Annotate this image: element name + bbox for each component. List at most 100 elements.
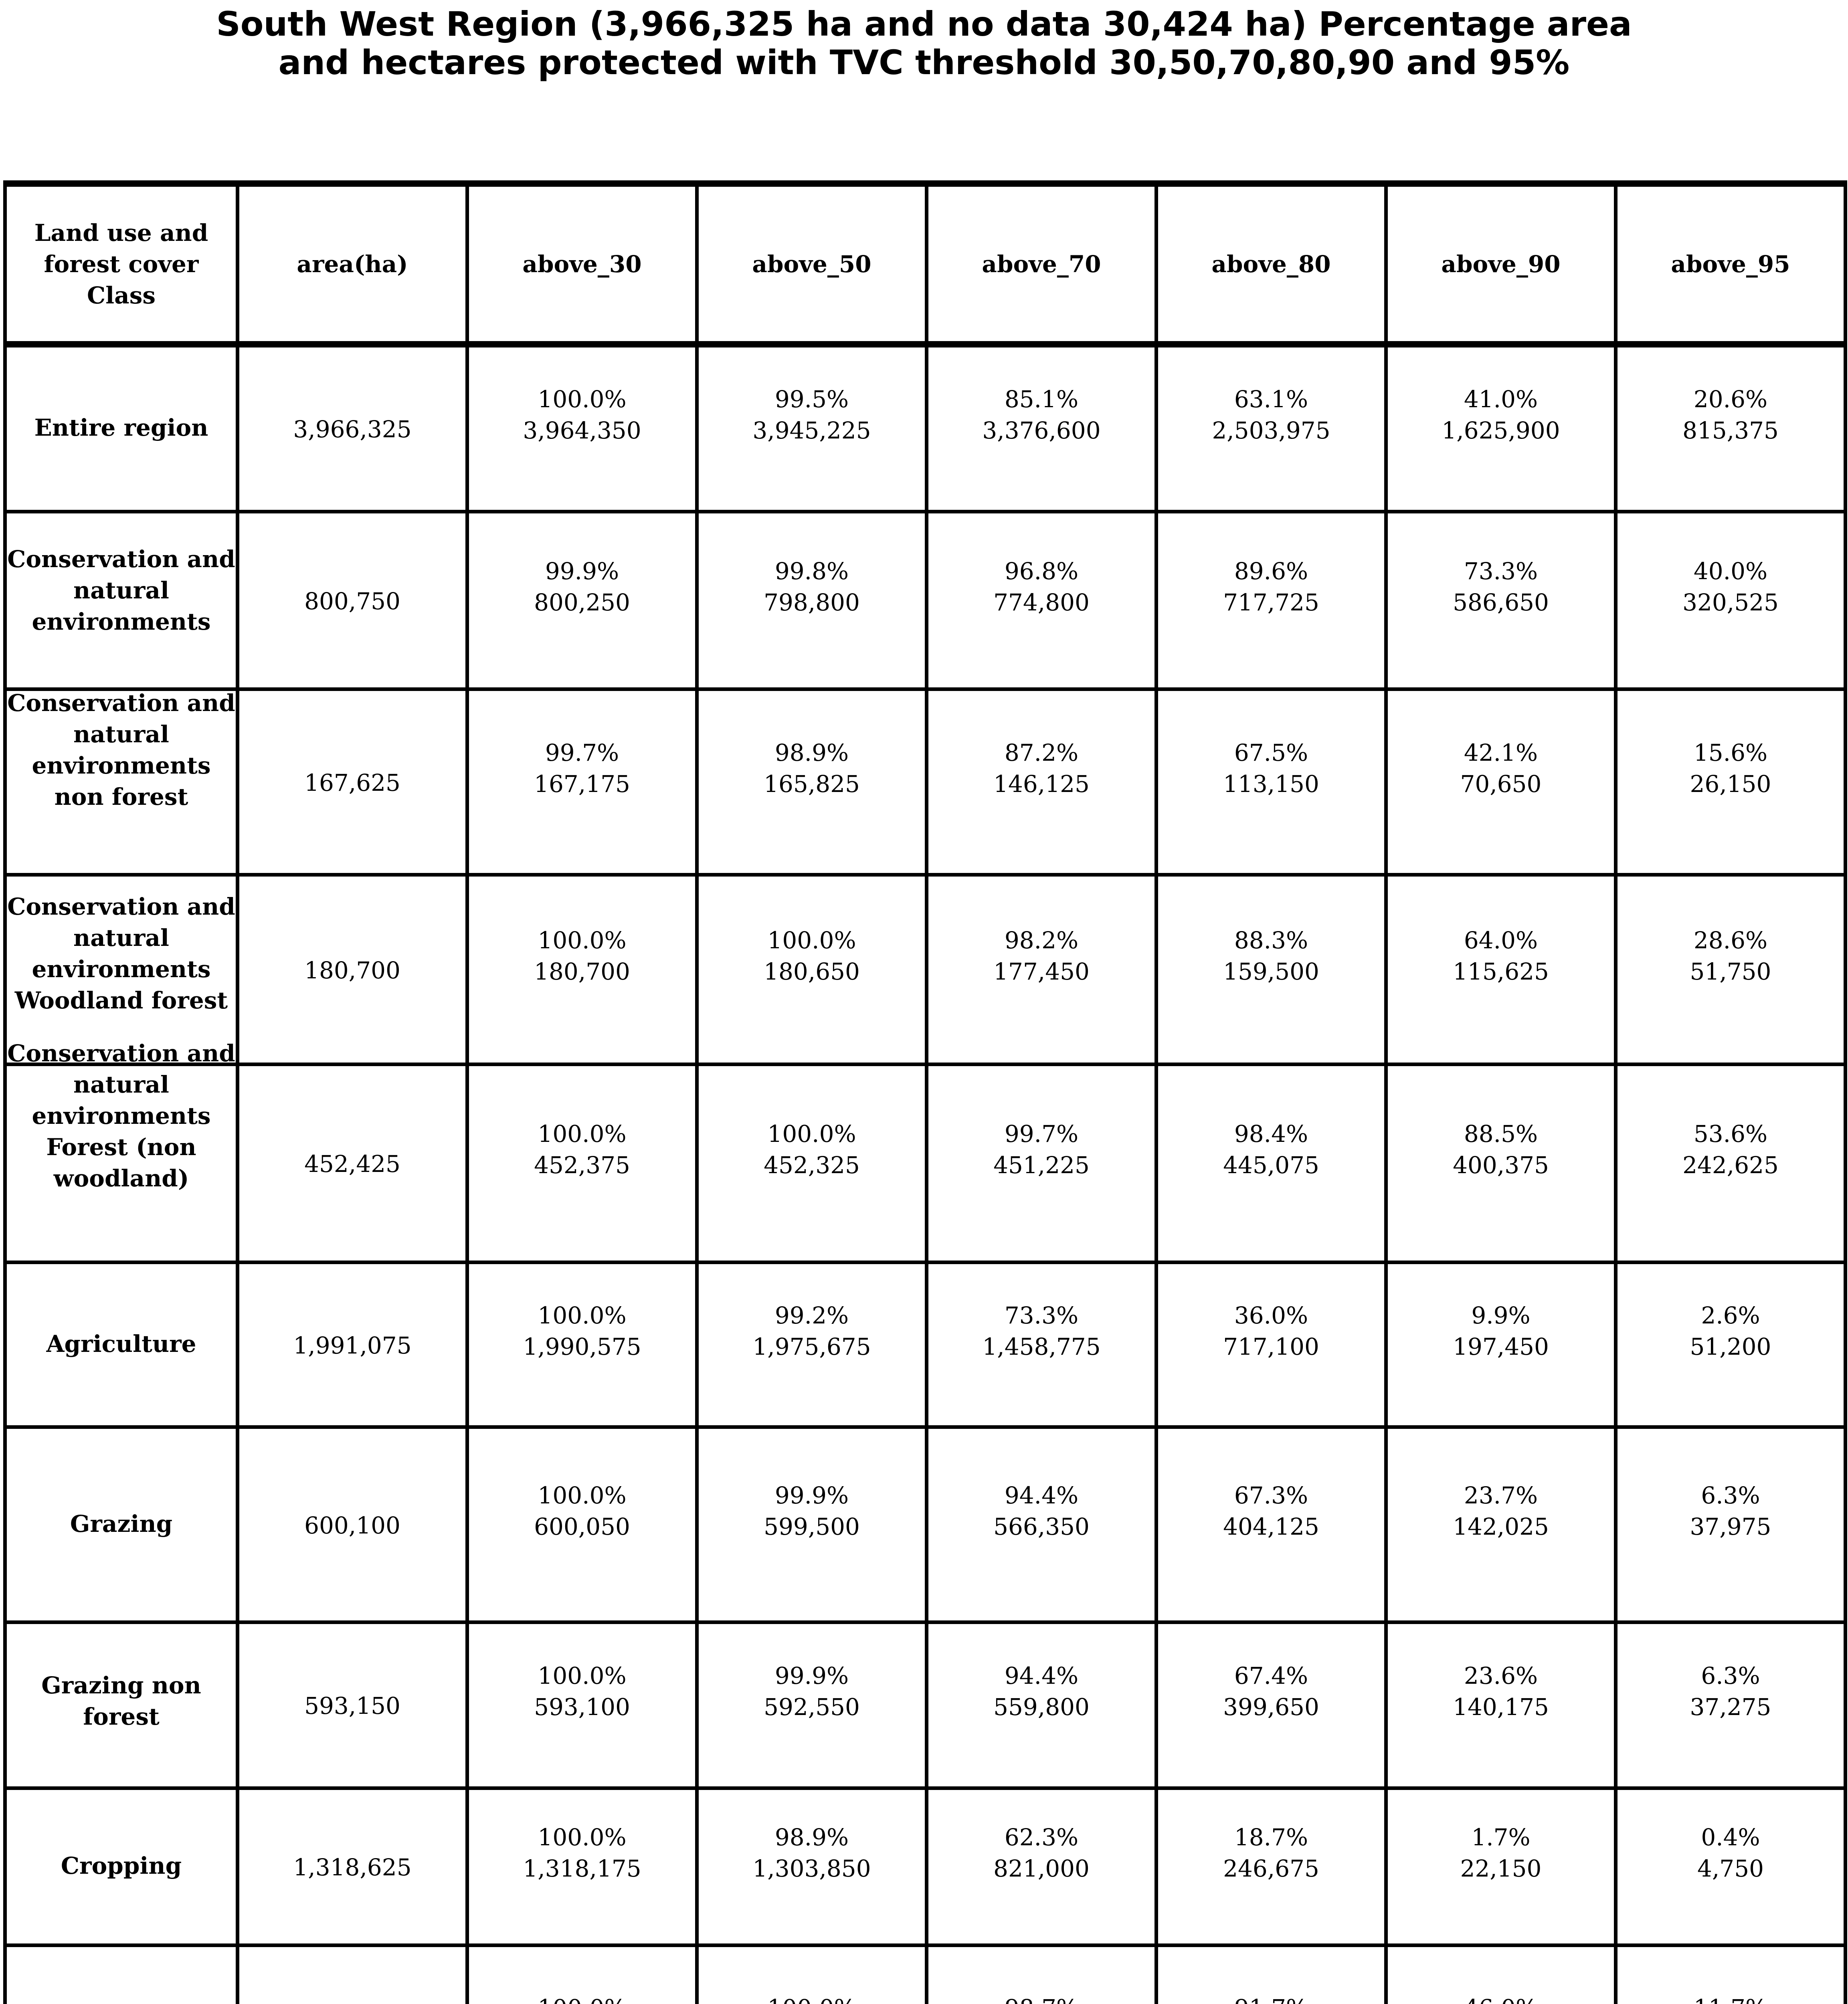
data-cell: 62.3% 821,000 bbox=[925, 1786, 1158, 1947]
hectares-value: 197,450 bbox=[1453, 1333, 1549, 1360]
data-cell: 94.4% 566,350 bbox=[925, 1425, 1158, 1624]
hectares-value: 592,550 bbox=[764, 1693, 860, 1721]
hectares-value: 452,325 bbox=[764, 1151, 860, 1179]
percent-value: 88.3% bbox=[1234, 926, 1308, 954]
percent-value: 98.9% bbox=[774, 1824, 849, 1851]
area-cell: 3,966,325 bbox=[236, 342, 469, 513]
data-cell: 23.6% 140,175 bbox=[1384, 1620, 1618, 1790]
data-cell: 99.7% 451,225 bbox=[925, 1062, 1158, 1264]
percent-value: 85.1% bbox=[1004, 386, 1079, 413]
data-cell: 42.1% 70,650 bbox=[1384, 687, 1618, 877]
percent-value: 41.0% bbox=[1464, 386, 1538, 413]
data-cell: 64.0% 115,625 bbox=[1384, 873, 1618, 1066]
table-row: Cropping 1,318,625 100.0% 1,318,175 98.9% 1… bbox=[3, 1786, 1847, 1947]
hectares-value: 1,458,775 bbox=[982, 1333, 1101, 1360]
hectares-value: 37,275 bbox=[1690, 1693, 1771, 1721]
hectares-value: 167,175 bbox=[534, 770, 630, 798]
percent-value: 100.0% bbox=[767, 926, 856, 954]
hectares-value: 586,650 bbox=[1453, 588, 1549, 616]
table-row: Grazing non forest 593,150 100.0% 593,100… bbox=[3, 1620, 1847, 1790]
header-column: area(ha) bbox=[236, 180, 469, 347]
data-cell: 87.2% 146,125 bbox=[925, 687, 1158, 877]
data-cell: 100.0%72,225 bbox=[695, 1943, 928, 2004]
data-cell: 100.0% 180,700 bbox=[465, 873, 699, 1066]
percent-value: 87.2% bbox=[1004, 739, 1079, 766]
data-cell: 46.0%33,250 bbox=[1384, 1943, 1618, 2004]
percent-value: 98.2% bbox=[1004, 926, 1079, 954]
percent-value: 100.0% bbox=[538, 1481, 627, 1509]
data-cell: 99.7% 167,175 bbox=[465, 687, 699, 877]
hectares-value: 115,625 bbox=[1453, 958, 1549, 985]
percent-value: 100.0% bbox=[538, 1301, 627, 1329]
hectares-value: 51,200 bbox=[1690, 1333, 1771, 1360]
percent-value: 99.8% bbox=[774, 557, 849, 585]
data-cell: 100.0% 593,100 bbox=[465, 1620, 699, 1790]
table-row: Conservation and natural environments Fo… bbox=[3, 1040, 1847, 1264]
hectares-value: 142,025 bbox=[1453, 1513, 1549, 1540]
percent-value: 23.6% bbox=[1464, 1662, 1538, 1689]
area-cell: 180,700 bbox=[236, 873, 469, 1066]
data-cell: 98.7%71,325 bbox=[925, 1943, 1158, 2004]
hectares-value: 599,500 bbox=[764, 1513, 860, 1540]
data-cell: 100.0% 180,650 bbox=[695, 873, 928, 1066]
percent-value: 100.0% bbox=[538, 926, 627, 954]
table-header: Land use and forest cover Class area(ha) a… bbox=[3, 180, 1847, 347]
data-cell: 99.9% 800,250 bbox=[465, 509, 699, 691]
data-cell: 63.1% 2,503,975 bbox=[1154, 342, 1388, 513]
hectares-value: 242,625 bbox=[1682, 1151, 1779, 1179]
hectares-value: 1,990,575 bbox=[523, 1333, 641, 1360]
hectares-value: 774,800 bbox=[993, 588, 1090, 616]
hectares-value: 165,825 bbox=[764, 770, 860, 798]
data-cell: 100.0%72,250 bbox=[465, 1943, 699, 2004]
area-cell: 1,318,625 bbox=[236, 1786, 469, 1947]
percent-value: 28.6% bbox=[1693, 926, 1768, 954]
hectares-value: 4,750 bbox=[1697, 1855, 1764, 1882]
table-row: Agriculture 1,991,075 100.0% 1,990,575 99.… bbox=[3, 1260, 1847, 1429]
percent-value: 98.9% bbox=[774, 739, 849, 766]
table-row: Grazing 600,100 100.0% 600,050 99.9% 599,50… bbox=[3, 1425, 1847, 1624]
percent-value: 62.3% bbox=[1004, 1824, 1079, 1851]
percent-value: 67.5% bbox=[1234, 739, 1308, 766]
data-cell: 89.6% 717,725 bbox=[1154, 509, 1388, 691]
percent-value: 100.0% bbox=[538, 386, 627, 413]
data-cell: 100.0% 1,318,175 bbox=[465, 1786, 699, 1947]
hectares-value: 452,375 bbox=[534, 1151, 630, 1179]
percent-value: 67.3% bbox=[1234, 1481, 1308, 1509]
data-cell: 98.2% 177,450 bbox=[925, 873, 1158, 1066]
percent-value: 1.7% bbox=[1471, 1824, 1531, 1851]
data-cell: 73.3% 1,458,775 bbox=[925, 1260, 1158, 1429]
percent-value: 46.0% bbox=[1388, 1992, 1614, 2004]
data-cell: 53.6% 242,625 bbox=[1614, 1062, 1847, 1264]
percent-value: 100.0% bbox=[538, 1120, 627, 1147]
data-cell: 98.9% 1,303,850 bbox=[695, 1786, 928, 1947]
percent-value: 91.7% bbox=[1158, 1992, 1384, 2004]
hectares-value: 399,650 bbox=[1223, 1693, 1319, 1721]
hectares-value: 320,525 bbox=[1682, 588, 1779, 616]
row-label: Grazing bbox=[3, 1425, 239, 1624]
percent-value: 99.7% bbox=[1004, 1120, 1079, 1147]
data-cell: 100.0% 452,375 bbox=[465, 1062, 699, 1264]
percent-value: 23.7% bbox=[1464, 1481, 1538, 1509]
hectares-value: 26,150 bbox=[1690, 770, 1771, 798]
page-title: South West Region (3,966,325 ha and no d… bbox=[0, 5, 1848, 82]
data-cell: 94.4% 559,800 bbox=[925, 1620, 1158, 1790]
data-cell: 98.4% 445,075 bbox=[1154, 1062, 1388, 1264]
hectares-value: 559,800 bbox=[993, 1693, 1090, 1721]
percent-value: 18.7% bbox=[1234, 1824, 1308, 1851]
percent-value: 94.4% bbox=[1004, 1662, 1079, 1689]
row-label: Conservation and natural environments bbox=[3, 509, 239, 691]
row-label: Cropping bbox=[3, 1786, 239, 1947]
percent-value: 67.4% bbox=[1234, 1662, 1308, 1689]
row-label: Conservation and natural environments Fo… bbox=[3, 1040, 239, 1264]
hectares-value: 451,225 bbox=[993, 1151, 1090, 1179]
percent-value: 15.6% bbox=[1693, 739, 1768, 766]
data-cell: 1.7% 22,150 bbox=[1384, 1786, 1618, 1947]
percent-value: 89.6% bbox=[1234, 557, 1308, 585]
data-cell: 0.4% 4,750 bbox=[1614, 1786, 1847, 1947]
data-cell: 99.9% 599,500 bbox=[695, 1425, 928, 1624]
percent-value: 63.1% bbox=[1234, 386, 1308, 413]
row-label: Agriculture bbox=[3, 1260, 239, 1429]
data-cell: 15.6% 26,150 bbox=[1614, 687, 1847, 877]
landuse-table: Land use and forest cover Class area(ha) a… bbox=[3, 180, 1847, 2004]
